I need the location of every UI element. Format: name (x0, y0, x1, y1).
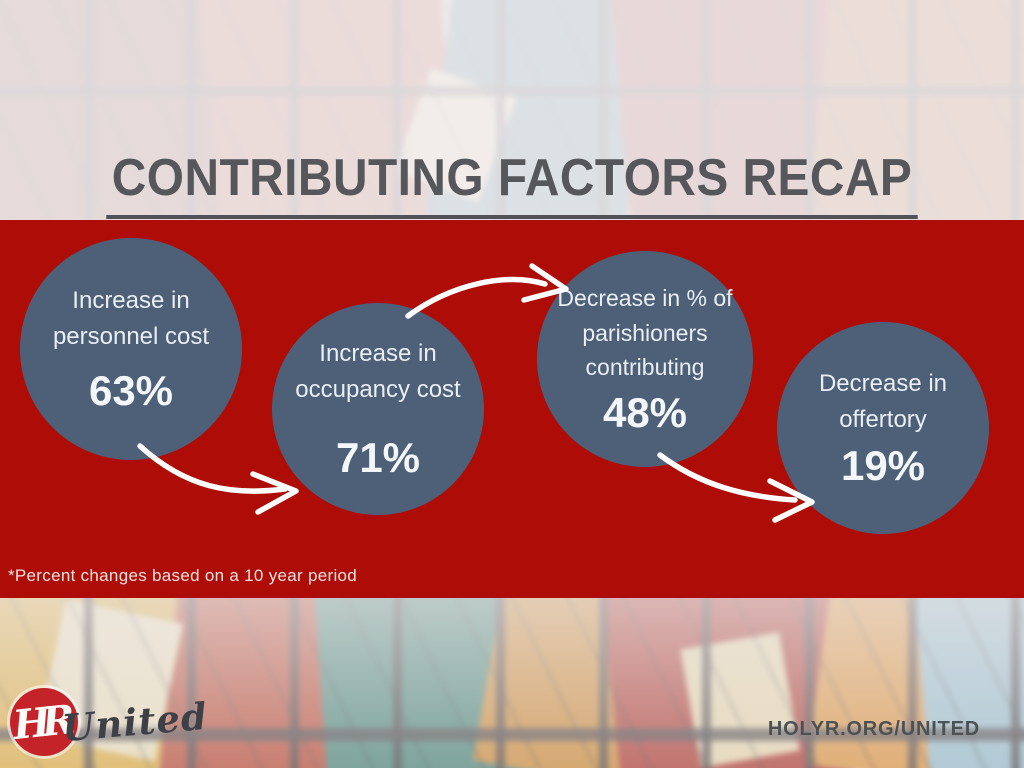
factor-label: Decrease in % of parishioners contributi… (557, 285, 733, 381)
title-container: CONTRIBUTING FACTORS RECAP (0, 148, 1024, 219)
factor-value: 19% (840, 442, 926, 489)
factor-label: Decrease in offertory (818, 370, 948, 433)
factor-circle-personnel-cost: Increase in personnel cost 63% (20, 238, 242, 460)
top-white-wash (0, 0, 1024, 220)
factor-circle-parishioners-contributing: Decrease in % of parishioners contributi… (537, 251, 753, 467)
factor-value: 71% (335, 434, 421, 481)
curved-arrow-icon (405, 276, 548, 319)
factor-label: Increase in personnel cost (52, 287, 210, 350)
factor-circle-occupancy-cost: Increase in occupancy cost 71% (272, 303, 484, 515)
logo-circle: HR (10, 688, 78, 756)
factor-circle-offertory: Decrease in offertory 19% (777, 322, 989, 534)
footnote: *Percent changes based on a 10 year peri… (8, 566, 358, 585)
factor-label: Increase in occupancy cost (295, 340, 461, 403)
red-band: Increase in personnel cost 63% Increase … (0, 220, 1024, 598)
arrowhead-icon (250, 471, 299, 515)
factor-value: 63% (88, 367, 174, 414)
curved-arrow-icon (657, 452, 798, 503)
page-title: CONTRIBUTING FACTORS RECAP (106, 148, 918, 219)
logo-script-text: United (60, 693, 210, 751)
factor-value: 48% (602, 388, 688, 436)
hr-united-logo: HR United (10, 688, 210, 756)
bottom-white-wash (0, 598, 1024, 768)
website-url: HOLYR.ORG/UNITED (767, 718, 980, 740)
